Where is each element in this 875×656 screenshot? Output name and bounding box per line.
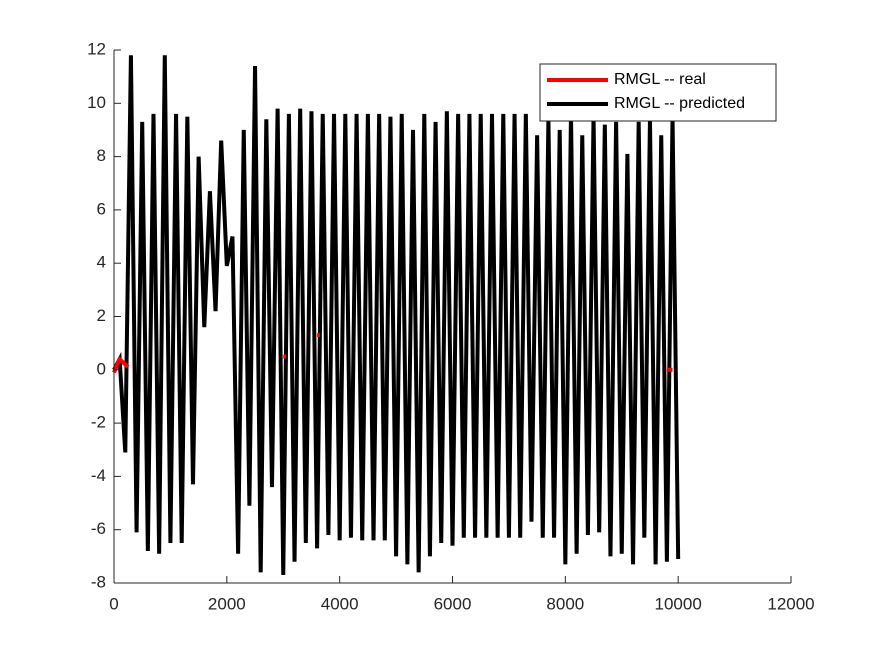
x-tick-label: 10000 [655, 594, 702, 613]
y-tick-label: -4 [91, 466, 106, 485]
series-line [112, 333, 673, 374]
x-tick-label: 12000 [767, 594, 814, 613]
y-tick-label: 0 [97, 359, 106, 378]
y-tick-label: 8 [97, 146, 106, 165]
x-tick-label: 8000 [546, 594, 584, 613]
series-line [112, 55, 681, 576]
y-tick-label: 2 [97, 306, 106, 325]
y-tick-label: -2 [91, 413, 106, 432]
legend-box [539, 63, 777, 122]
y-tick-label: 4 [97, 253, 106, 272]
legend-label: RMGL -- predicted [614, 95, 745, 112]
x-tick-label: 0 [109, 594, 118, 613]
x-tick-label: 6000 [434, 594, 472, 613]
y-tick-label: 10 [87, 93, 106, 112]
y-tick-label: -6 [91, 519, 106, 538]
x-tick-label: 4000 [321, 594, 359, 613]
y-tick-label: 6 [97, 199, 106, 218]
legend-label: RMGL -- real [614, 71, 706, 88]
x-tick-label: 2000 [208, 594, 246, 613]
y-tick-label: 12 [87, 39, 106, 58]
y-tick-label: -8 [91, 572, 106, 591]
